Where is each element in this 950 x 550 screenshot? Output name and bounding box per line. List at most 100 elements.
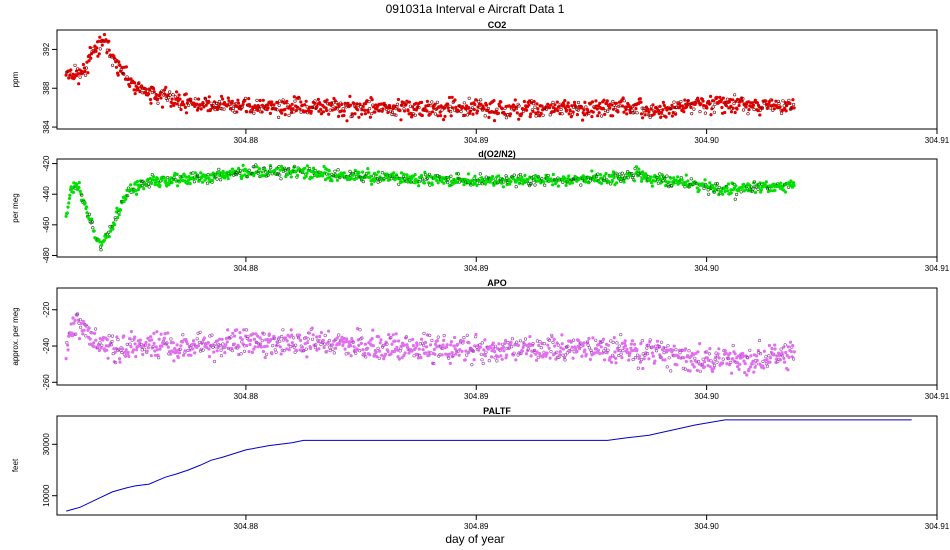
data-point [484,103,489,107]
data-point [446,102,450,106]
data-point [147,343,151,347]
data-point [287,166,291,171]
data-point [432,362,436,366]
data-point [760,185,765,189]
data-point [163,332,167,336]
data-point [719,189,724,193]
data-point [77,181,81,185]
data-point [651,354,655,358]
data-point [482,348,486,352]
data-point [682,356,686,360]
data-point [95,46,99,50]
data-point [772,107,777,111]
data-point [734,184,738,188]
data-point [398,177,402,181]
data-point [92,344,96,349]
data-point [96,54,100,58]
x-tick-label: 304.91 [925,522,950,531]
data-point [207,99,211,103]
data-point [659,110,664,115]
data-point [674,348,678,352]
data-point [505,353,509,357]
data-point [416,356,421,360]
data-point [278,345,283,349]
data-point [693,356,697,360]
data-point [219,178,223,182]
data-point [240,105,244,109]
data-point [269,166,273,170]
data-point [564,183,568,187]
data-point [149,335,153,339]
data-point [361,104,365,108]
data-point [422,181,427,185]
data-point [599,114,604,118]
data-point [133,335,137,339]
data-point [83,73,88,77]
data-point [263,355,267,360]
data-point [151,344,155,349]
data-point [330,343,335,347]
data-point [706,188,710,192]
data-point [158,184,162,188]
data-point [705,350,709,354]
data-point [355,327,360,331]
data-point [767,343,772,348]
data-point [494,344,498,348]
data-point [363,108,367,112]
data-point [579,183,583,187]
data-point [107,39,111,43]
data-point [442,333,446,338]
data-point [274,350,278,354]
data-point [132,187,136,191]
data-point [289,175,293,179]
data-point [67,201,71,205]
data-point [427,172,432,176]
data-point [217,104,221,108]
data-point [229,104,233,108]
data-point [138,338,142,342]
data-point [587,336,591,341]
data-point [739,190,743,194]
data-point [370,97,374,102]
data-point [791,102,796,107]
data-point [350,337,354,341]
data-point [383,352,388,357]
data-point [234,173,238,177]
data-point [633,356,638,360]
data-point [784,109,788,113]
data-point [561,347,566,351]
data-point [502,349,506,353]
data-point [146,336,150,341]
data-point [177,180,182,184]
data-point [556,355,560,359]
data-point [519,112,524,116]
data-point [490,349,494,353]
data-point [339,109,343,113]
data-point [534,114,538,118]
data-point [265,352,269,356]
data-point [165,184,169,188]
data-point [99,346,103,350]
data-point [708,347,712,351]
data-point [189,353,193,357]
data-point [629,342,634,346]
data-point [237,345,241,349]
data-point [197,344,201,348]
data-point [781,345,786,349]
data-point [292,336,296,340]
data-point [654,349,659,353]
data-point [417,105,421,110]
data-point [505,183,509,187]
data-point [492,183,496,187]
data-point [518,172,523,177]
data-point [551,100,555,104]
data-point [346,101,350,105]
y-tick-label: -260 [42,374,51,391]
data-point [129,183,133,187]
data-point [134,355,138,359]
data-point [257,167,262,171]
data-point [715,95,719,99]
data-point [282,349,286,353]
data-point [649,175,653,179]
data-point [110,224,114,228]
